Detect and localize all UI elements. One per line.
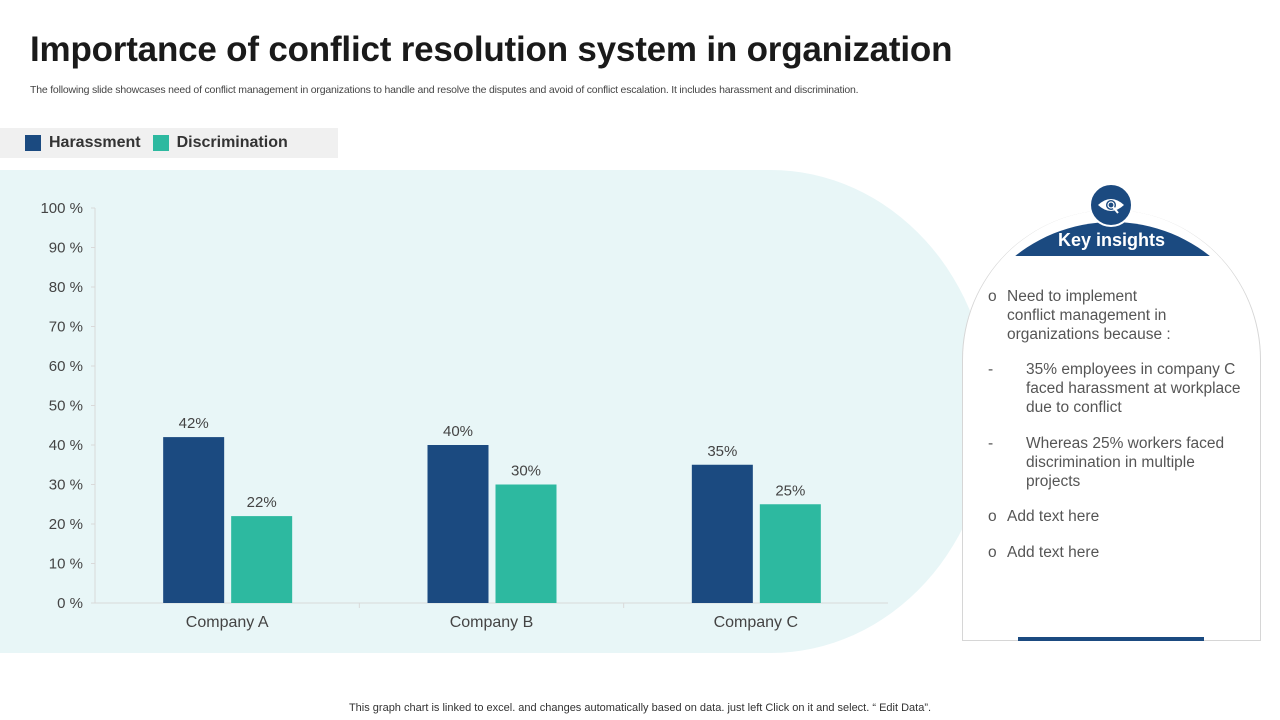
insight-item: o Need to implement conflict management i… bbox=[988, 287, 1188, 344]
data-label: 25% bbox=[775, 482, 805, 499]
footer-note: This graph chart is linked to excel. and… bbox=[348, 702, 932, 714]
bar-chart[interactable]: 0 % 10 % 20 % 30 % 40 % 50 % 60 % 70 % 80 % 90 % 1… bbox=[0, 170, 990, 653]
eye-search-icon bbox=[1089, 183, 1133, 227]
legend-item-discrimination: Discrimination bbox=[152, 134, 288, 152]
key-insights-title: Key insights bbox=[1057, 230, 1166, 250]
bullet-marker: - bbox=[988, 361, 994, 378]
insight-text: Whereas 25% workers faced discrimination… bbox=[1026, 435, 1225, 490]
bar-discrimination bbox=[495, 484, 557, 603]
bullet-marker: o bbox=[988, 544, 997, 561]
y-tick-label: 90 % bbox=[49, 240, 83, 257]
x-tick-label: Company B bbox=[450, 614, 534, 631]
y-tick-label: 70 % bbox=[49, 319, 83, 336]
insight-item: o Add text here bbox=[988, 543, 1253, 562]
data-label: 22% bbox=[247, 494, 277, 511]
bar-harassment bbox=[427, 445, 489, 603]
data-label: 30% bbox=[511, 463, 541, 480]
bullet-marker: o bbox=[988, 508, 997, 525]
key-insights-card bbox=[962, 210, 1261, 641]
x-tick-label: Company C bbox=[714, 614, 798, 631]
x-tick-label: Company A bbox=[186, 614, 269, 631]
data-label: 40% bbox=[443, 423, 473, 440]
insight-item: o Add text here bbox=[988, 507, 1253, 526]
bullet-marker: o bbox=[988, 288, 997, 305]
data-label: 35% bbox=[707, 443, 737, 460]
bar-discrimination bbox=[759, 504, 821, 603]
y-tick-label: 40 % bbox=[49, 437, 83, 454]
insight-text: Add text here bbox=[1007, 544, 1100, 561]
key-insights-header-band bbox=[963, 210, 1260, 256]
chart-legend: Harassment Discrimination bbox=[0, 128, 338, 158]
legend-item-harassment: Harassment bbox=[25, 134, 141, 152]
insight-text: Need to implement conflict management in… bbox=[1007, 288, 1171, 343]
page-subtitle: The following slide showcases need of co… bbox=[30, 84, 859, 96]
page-title: Importance of conflict resolution system… bbox=[30, 30, 953, 69]
data-label: 42% bbox=[179, 415, 209, 432]
card-bottom-accent bbox=[1018, 637, 1204, 641]
bullet-marker: - bbox=[988, 435, 994, 452]
bar-harassment bbox=[691, 464, 753, 603]
y-tick-label: 10 % bbox=[49, 556, 83, 573]
insight-text: Add text here bbox=[1007, 508, 1100, 525]
y-tick-label: 100 % bbox=[40, 200, 83, 217]
bar-harassment bbox=[163, 437, 225, 603]
y-tick-label: 20 % bbox=[49, 516, 83, 533]
bar-discrimination bbox=[231, 516, 293, 603]
y-tick-label: 80 % bbox=[49, 279, 83, 296]
legend-label: Harassment bbox=[49, 134, 141, 151]
y-tick-label: 60 % bbox=[49, 358, 83, 375]
legend-swatch-harassment bbox=[25, 135, 41, 151]
y-tick-label: 50 % bbox=[49, 398, 83, 415]
y-tick-label: 30 % bbox=[49, 477, 83, 494]
y-tick-label: 0 % bbox=[57, 595, 83, 612]
insight-item: - Whereas 25% workers faced discriminatio… bbox=[988, 434, 1253, 491]
legend-swatch-discrimination bbox=[152, 135, 169, 151]
insight-item: - 35% employees in company C faced harass… bbox=[988, 360, 1253, 417]
insight-text: 35% employees in company C faced harassm… bbox=[1026, 361, 1241, 416]
legend-label: Discrimination bbox=[176, 134, 288, 151]
